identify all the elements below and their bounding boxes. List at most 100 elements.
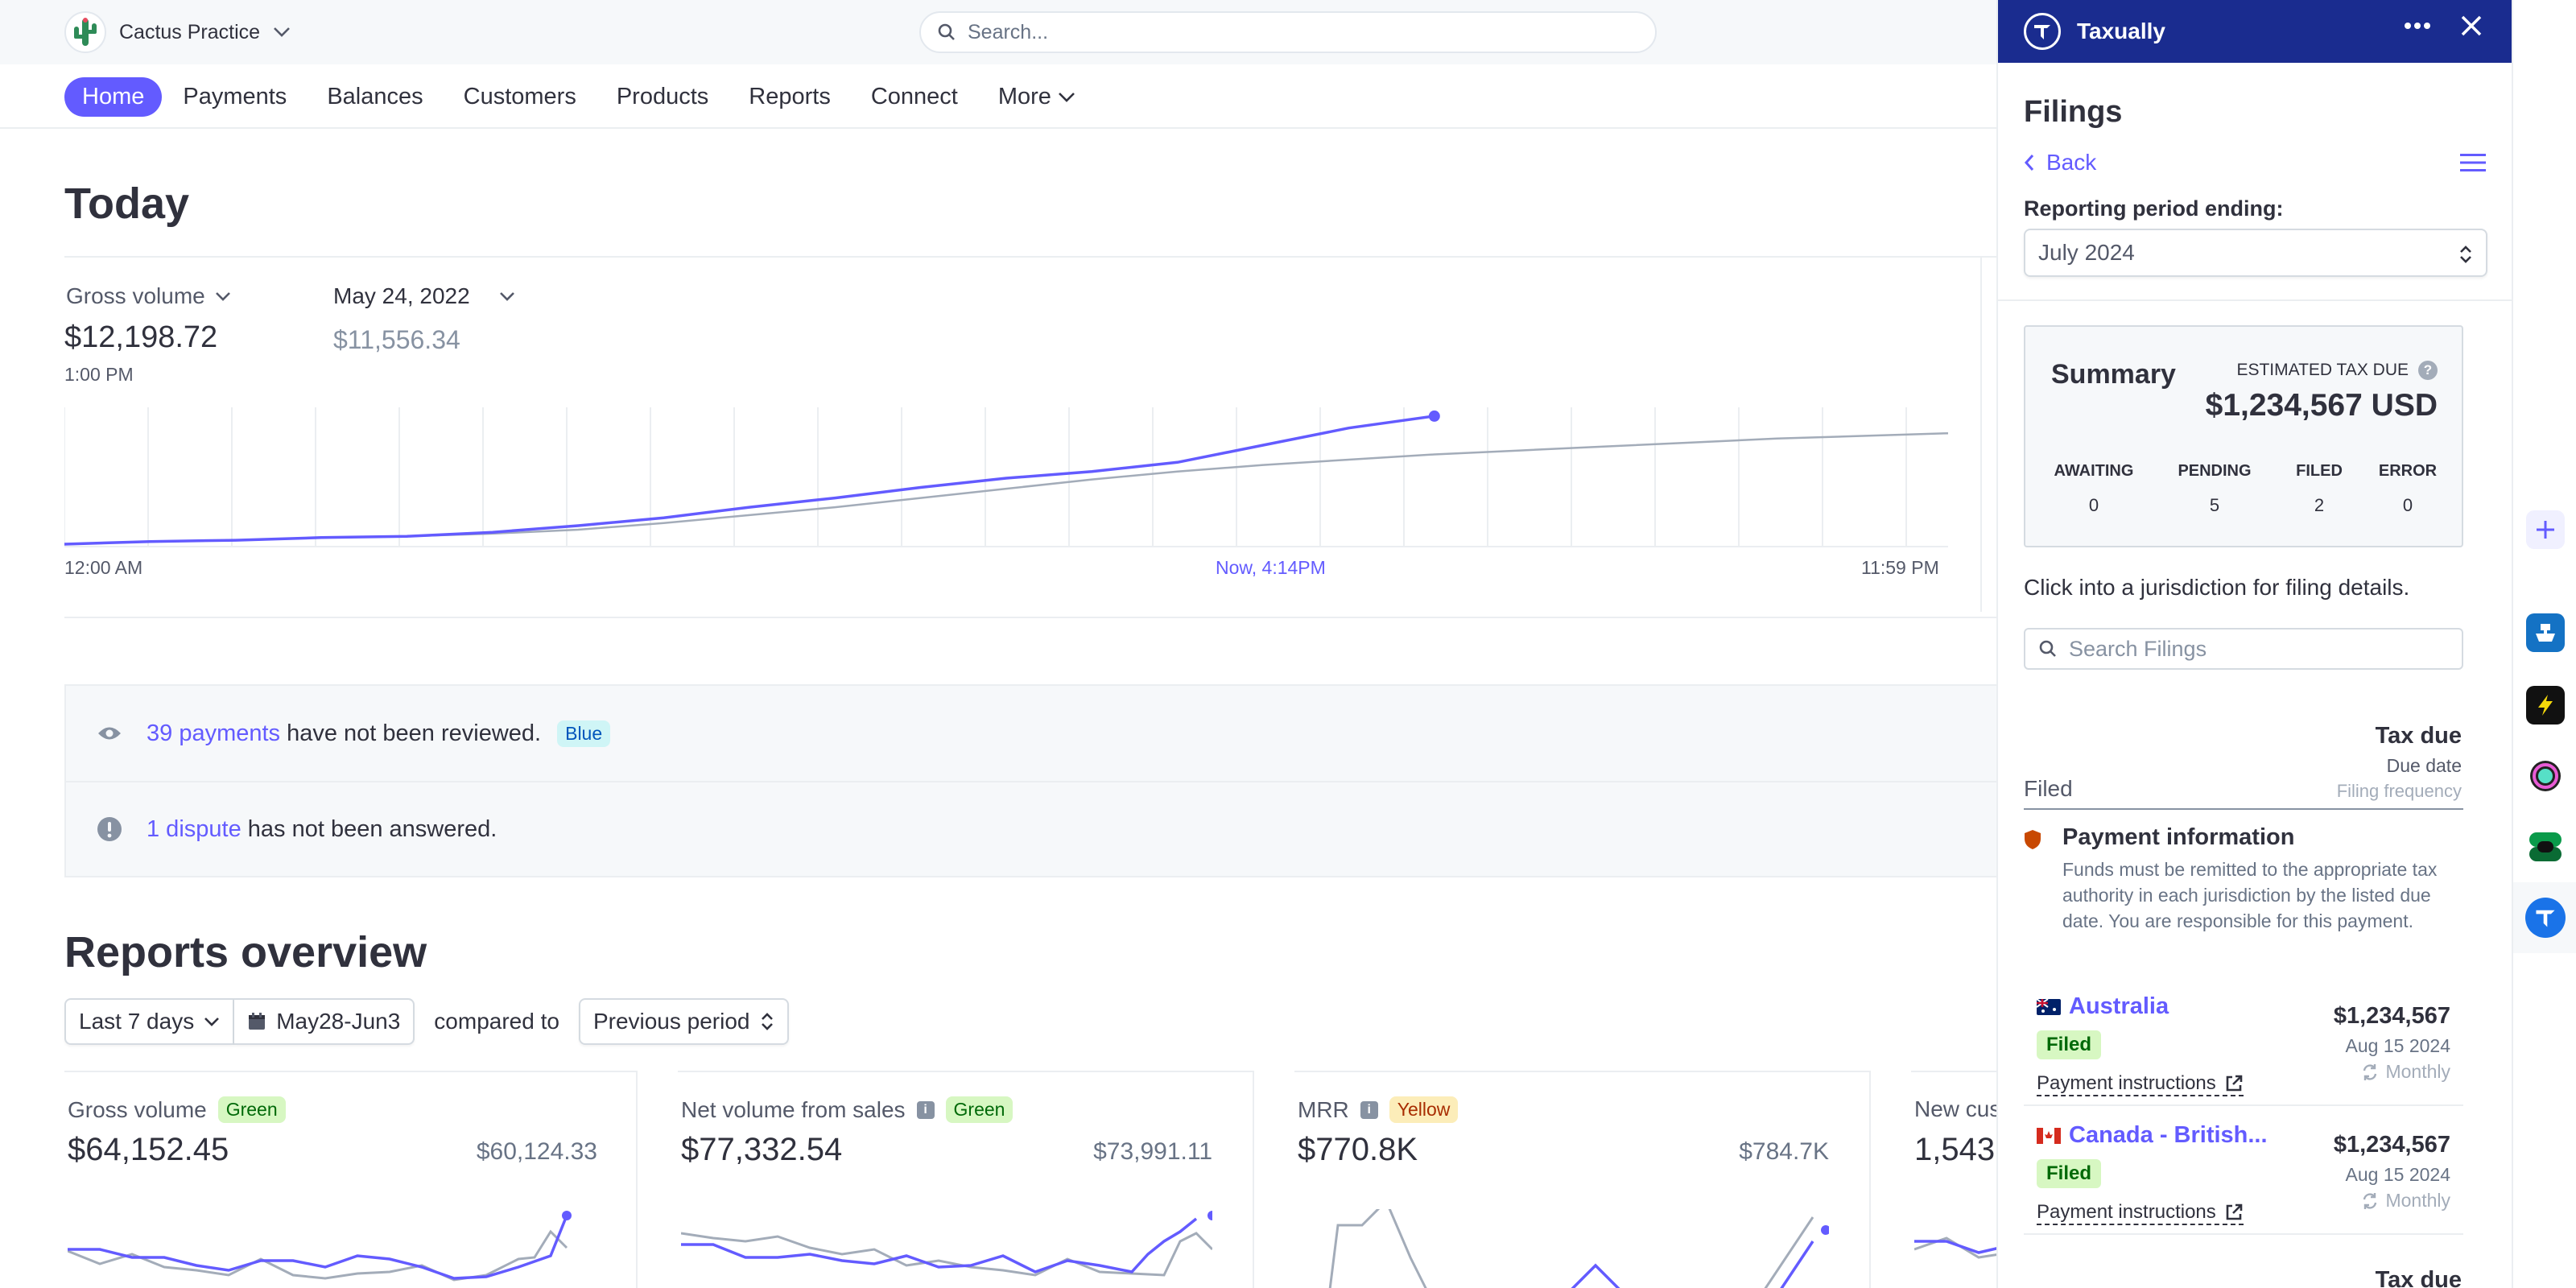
range-value: Last 7 days — [79, 1009, 195, 1034]
metric-card-value: $770.8K — [1298, 1132, 1418, 1167]
nav-home[interactable]: Home — [64, 77, 163, 117]
app-bolt-button[interactable] — [2523, 683, 2568, 728]
status-badge: Green — [217, 1096, 286, 1123]
period-value: July 2024 — [2038, 240, 2135, 265]
filing-row[interactable]: Australia Filed Payment instructions $1,… — [2024, 977, 2463, 1106]
nav-balances[interactable]: Balances — [308, 77, 442, 117]
stat-key: PENDING — [2178, 462, 2252, 480]
nav-label: Home — [82, 84, 145, 109]
range-select[interactable]: Last 7 days — [64, 998, 235, 1045]
panel-app-name: Taxually — [2077, 19, 2165, 43]
metric-divider — [636, 1071, 638, 1288]
compare-date: May 24, 2022 — [333, 283, 470, 308]
metric-selector[interactable]: Gross volume — [66, 283, 231, 309]
column-due-date: Due date — [2386, 755, 2462, 776]
axis-now-label: Now, 4:14PM — [1216, 557, 1326, 578]
stat-key: ERROR — [2378, 462, 2438, 480]
jurisdiction-link[interactable]: Canada - British... — [2037, 1122, 2268, 1149]
comparison-value: Previous period — [592, 1009, 750, 1034]
search-bar[interactable] — [919, 11, 1657, 53]
cactus-logo-icon — [64, 11, 106, 53]
taxually-logo-icon — [2024, 13, 2061, 50]
stat-error: ERROR 0 — [2372, 462, 2444, 516]
info-icon[interactable]: i — [916, 1100, 935, 1119]
jurisdiction-link[interactable]: Australia — [2037, 993, 2169, 1020]
metric-card-previous: $784.7K — [1739, 1138, 1829, 1165]
column-filing-frequency: Filing frequency — [2336, 781, 2462, 801]
current-point-marker — [1428, 410, 1440, 422]
chevron-down-icon — [215, 291, 230, 301]
metric-card-net-volume[interactable]: Net volume from sales i Green $77,332.54 $… — [678, 1071, 1253, 1288]
estimated-tax-label: ESTIMATED TAX DUE ? — [2236, 361, 2438, 380]
taxually-icon — [2536, 910, 2555, 927]
stat-filed: FILED 2 — [2283, 462, 2355, 516]
stat-value: 0 — [2402, 495, 2413, 515]
payment-instructions-link[interactable]: Payment instructions — [2037, 1201, 2244, 1225]
more-options-icon[interactable] — [2404, 22, 2431, 30]
comparison-select[interactable]: Previous period — [578, 998, 789, 1045]
app-ship-button[interactable] — [2523, 610, 2568, 655]
search-input[interactable] — [968, 20, 1628, 44]
jurisdiction-name: Australia — [2069, 993, 2169, 1019]
date-range-button[interactable]: May28-Jun3 — [234, 998, 415, 1045]
metric-card-value: $64,152.45 — [68, 1132, 229, 1167]
nav-payments[interactable]: Payments — [163, 77, 306, 117]
stat-value: 2 — [2314, 495, 2325, 515]
chevron-down-icon — [274, 27, 290, 37]
filing-status-badge: Filed — [2037, 1159, 2102, 1188]
alert-text: 39 payments have not been reviewed. — [147, 720, 541, 747]
status-badge: Green — [945, 1096, 1013, 1123]
refresh-icon — [2363, 1192, 2377, 1209]
period-select[interactable]: July 2024 — [2024, 229, 2487, 277]
axis-end-label: 11:59 PM — [1861, 557, 1939, 578]
metric-card-new-customers[interactable]: New cus 1,543 — [1911, 1071, 1996, 1288]
info-icon[interactable]: i — [1360, 1100, 1378, 1119]
table-header-divider — [2024, 808, 2463, 810]
payment-instructions-link[interactable]: Payment instructions — [2037, 1072, 2244, 1096]
alert-message: have not been reviewed. — [280, 720, 542, 746]
today-divider — [64, 256, 1996, 258]
back-link[interactable]: Back — [2024, 150, 2096, 175]
summary-card: Summary ESTIMATED TAX DUE ? $1,234,567 U… — [2024, 325, 2463, 547]
add-app-button[interactable] — [2523, 507, 2568, 552]
sparkline-gross-volume — [68, 1211, 572, 1282]
filings-search[interactable] — [2024, 628, 2463, 670]
nav-more[interactable]: More — [979, 77, 1095, 117]
metric-card-gross-volume[interactable]: Gross volume Green $64,152.45 $60,124.33 — [64, 1071, 636, 1288]
nav-reports[interactable]: Reports — [729, 77, 850, 117]
close-icon[interactable] — [2460, 14, 2483, 37]
help-icon[interactable]: ? — [2418, 361, 2438, 380]
payment-instructions-label: Payment instructions — [2037, 1201, 2216, 1223]
app-green-button[interactable] — [2523, 824, 2568, 869]
jurisdiction-name: Canada - British... — [2069, 1122, 2268, 1148]
app-ring-button[interactable] — [2523, 753, 2568, 799]
panel-title: Filings — [2024, 95, 2123, 129]
account-switcher[interactable]: Cactus Practice — [64, 11, 291, 53]
lightning-icon — [2538, 695, 2553, 716]
app-taxually-button[interactable] — [2513, 882, 2576, 953]
alert-message: has not been answered. — [241, 815, 497, 842]
status-badge: Blue — [557, 720, 611, 747]
taxually-panel: Taxually Filings Back Reporting period e… — [1996, 0, 2512, 1288]
stat-awaiting: AWAITING 0 — [2050, 462, 2138, 516]
filings-search-input[interactable] — [2069, 636, 2447, 662]
filing-row[interactable]: Canada - British... Filed Payment instru… — [2024, 1106, 2463, 1235]
ship-icon — [2536, 624, 2555, 642]
stat-key: FILED — [2296, 462, 2343, 480]
payments-link[interactable]: 39 payments — [147, 720, 281, 746]
up-down-chevron-icon — [2460, 246, 2471, 263]
estimated-tax-text: ESTIMATED TAX DUE — [2236, 361, 2409, 379]
compare-date-selector[interactable]: May 24, 2022 — [333, 283, 515, 309]
nav-products[interactable]: Products — [597, 77, 728, 117]
chevron-left-icon — [2024, 155, 2034, 171]
dispute-link[interactable]: 1 dispute — [147, 815, 242, 842]
status-badge: Yellow — [1389, 1096, 1459, 1123]
nav-customers[interactable]: Customers — [444, 77, 596, 117]
nav-label: More — [997, 84, 1051, 109]
main-nav: Home Payments Balances Customers Product… — [64, 77, 1096, 117]
nav-connect[interactable]: Connect — [852, 77, 977, 117]
metric-card-mrr[interactable]: MRR i Yellow $770.8K $784.7K — [1294, 1071, 1869, 1288]
column-tax-due: Tax due — [2375, 1267, 2462, 1288]
hamburger-menu-icon[interactable] — [2460, 153, 2486, 172]
filing-amount: $1,234,567 — [2333, 1003, 2450, 1029]
